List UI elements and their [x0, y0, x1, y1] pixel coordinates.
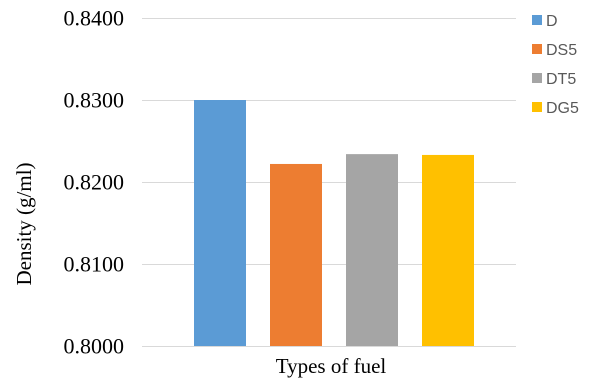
legend-swatch-dt5: [532, 73, 542, 83]
bar-dt5: [346, 154, 398, 346]
legend: D DS5 DT5 DG5: [532, 13, 579, 117]
legend-label-ds5: DS5: [546, 42, 577, 59]
y-tick-label: 0.8000: [64, 334, 125, 359]
y-tick-label: 0.8300: [64, 88, 125, 113]
x-axis-title: Types of fuel: [276, 354, 387, 378]
legend-label-d: D: [546, 13, 558, 30]
legend-swatch-d: [532, 15, 542, 25]
y-tick-label: 0.8200: [64, 170, 125, 195]
bar-dg5: [422, 154, 474, 346]
legend-swatch-ds5: [532, 44, 542, 54]
legend-label-dt5: DT5: [546, 71, 576, 88]
y-axis-ticks: 0.8000 0.8100 0.8200 0.8300 0.8400: [64, 6, 125, 359]
bars: [194, 100, 474, 346]
y-tick-label: 0.8400: [64, 6, 125, 31]
bar-ds5: [270, 163, 322, 346]
legend-swatch-dg5: [532, 102, 542, 112]
y-tick-label: 0.8100: [64, 252, 125, 277]
y-axis-title: Density (g/ml): [12, 162, 36, 285]
bar-d: [194, 100, 246, 346]
legend-label-dg5: DG5: [546, 100, 579, 117]
